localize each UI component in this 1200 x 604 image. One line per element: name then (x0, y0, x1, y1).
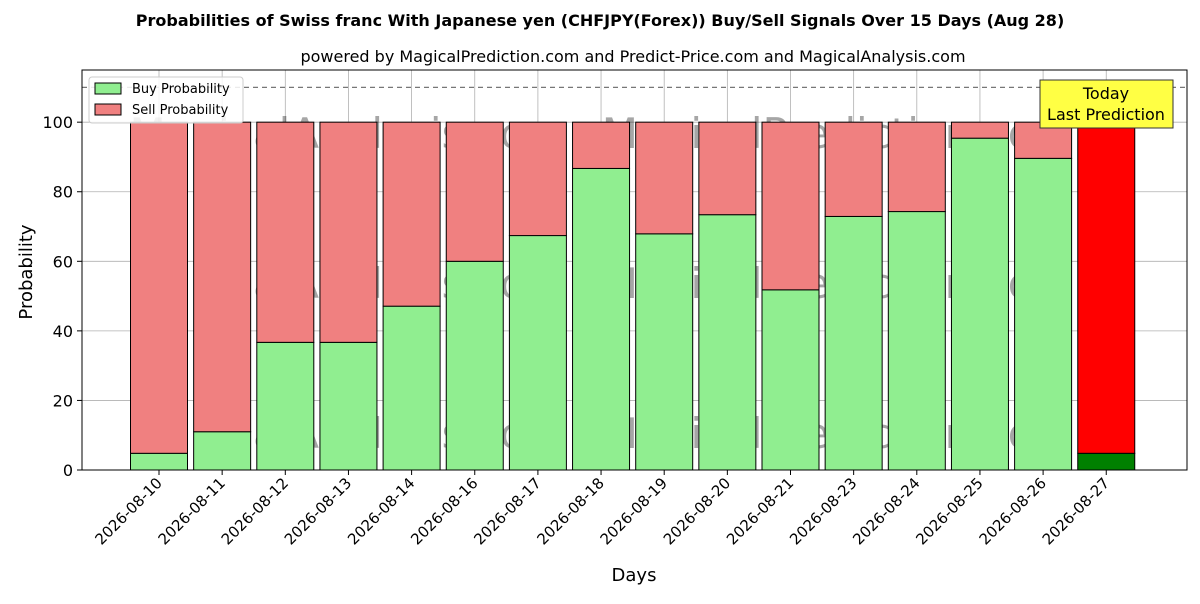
bar-buy-2026-08-21 (761, 289, 820, 471)
x-tick-label: 2026-08-14 (344, 474, 418, 548)
bar-sell-2026-08-24 (887, 121, 946, 213)
bars (130, 121, 1136, 471)
x-tick-label: 2026-08-20 (660, 474, 734, 548)
x-tick-label: 2026-08-16 (407, 474, 481, 548)
bar-buy-2026-08-26 (1014, 157, 1073, 471)
today-annotation: Today Last Prediction (1039, 79, 1174, 129)
bar-sell-2026-08-18 (572, 121, 631, 169)
x-tick-label: 2026-08-23 (786, 474, 860, 548)
today-annotation-line1: Today (1082, 84, 1129, 103)
legend-label-buy: Buy Probability (132, 82, 230, 97)
legend: Buy Probability Sell Probability (88, 76, 244, 124)
bar-sell-2026-08-19 (635, 121, 694, 235)
bar-sell-2026-08-21 (761, 121, 820, 291)
x-tick-label: 2026-08-25 (912, 474, 986, 548)
bar-buy-2026-08-20 (698, 214, 757, 471)
x-axis: 2026-08-102026-08-112026-08-122026-08-13… (91, 470, 1113, 548)
x-tick-label: 2026-08-24 (849, 474, 923, 548)
legend-swatch-buy (94, 82, 122, 95)
plot-frame (81, 69, 1188, 471)
bar-buy-2026-08-23 (824, 215, 883, 471)
y-tick-label: 60 (53, 252, 73, 271)
bar-buy-2026-08-18 (572, 167, 631, 471)
x-tick-label: 2026-08-18 (533, 474, 607, 548)
x-tick-label: 2026-08-26 (976, 474, 1050, 548)
chart-subtitle: powered by MagicalPrediction.com and Pre… (300, 47, 965, 66)
bar-buy-2026-08-19 (635, 233, 694, 471)
bar-sell-2026-08-17 (508, 121, 567, 237)
bar-sell-2026-08-16 (445, 121, 504, 262)
bar-sell-2026-08-12 (256, 121, 315, 343)
x-tick-label: 2026-08-10 (91, 474, 165, 548)
x-tick-label: 2026-08-12 (218, 474, 292, 548)
bar-sell-2026-08-23 (824, 121, 883, 217)
bar-buy-2026-08-13 (319, 341, 378, 471)
y-axis-label: Probability (16, 224, 37, 319)
y-axis: 0 20 40 60 80 100 (42, 113, 82, 480)
bar-buy-2026-08-16 (445, 260, 504, 471)
y-tick-label: 20 (53, 391, 73, 410)
x-tick-label: 2026-08-27 (1039, 474, 1113, 548)
bar-buy-2026-08-14 (382, 305, 441, 471)
x-tick-label: 2026-08-19 (597, 474, 671, 548)
today-annotation-box (1039, 79, 1174, 129)
bar-sell-2026-08-13 (319, 121, 378, 343)
x-tick-label: 2026-08-13 (281, 474, 355, 548)
legend-box (88, 76, 244, 124)
legend-swatch-sell (94, 103, 122, 116)
chart-title: Probabilities of Swiss franc With Japane… (136, 11, 1065, 30)
y-tick-label: 40 (53, 322, 73, 341)
y-tick-label: 100 (42, 113, 73, 132)
bar-sell-2026-08-20 (698, 121, 757, 216)
bar-sell-2026-08-14 (382, 121, 441, 307)
legend-label-sell: Sell Probability (132, 103, 229, 118)
bar-sell-2026-08-10 (130, 121, 188, 454)
bar-sell-2026-08-27 (1077, 121, 1136, 454)
bar-buy-2026-08-12 (256, 341, 315, 471)
bar-sell-2026-08-11 (193, 121, 252, 433)
bar-buy-2026-08-27 (1077, 452, 1136, 471)
bar-sell-2026-08-25 (950, 121, 1009, 139)
y-tick-label: 80 (53, 183, 73, 202)
y-tick-label: 0 (63, 461, 73, 480)
x-axis-label: Days (612, 565, 657, 586)
x-tick-label: 2026-08-17 (470, 474, 544, 548)
bar-buy-2026-08-24 (887, 211, 946, 471)
bar-buy-2026-08-17 (508, 235, 567, 471)
bar-buy-2026-08-11 (193, 431, 252, 471)
today-annotation-line2: Last Prediction (1047, 105, 1165, 124)
bar-buy-2026-08-10 (130, 452, 188, 471)
bar-buy-2026-08-25 (950, 137, 1009, 471)
x-tick-label: 2026-08-21 (723, 474, 797, 548)
x-tick-label: 2026-08-11 (155, 474, 229, 548)
